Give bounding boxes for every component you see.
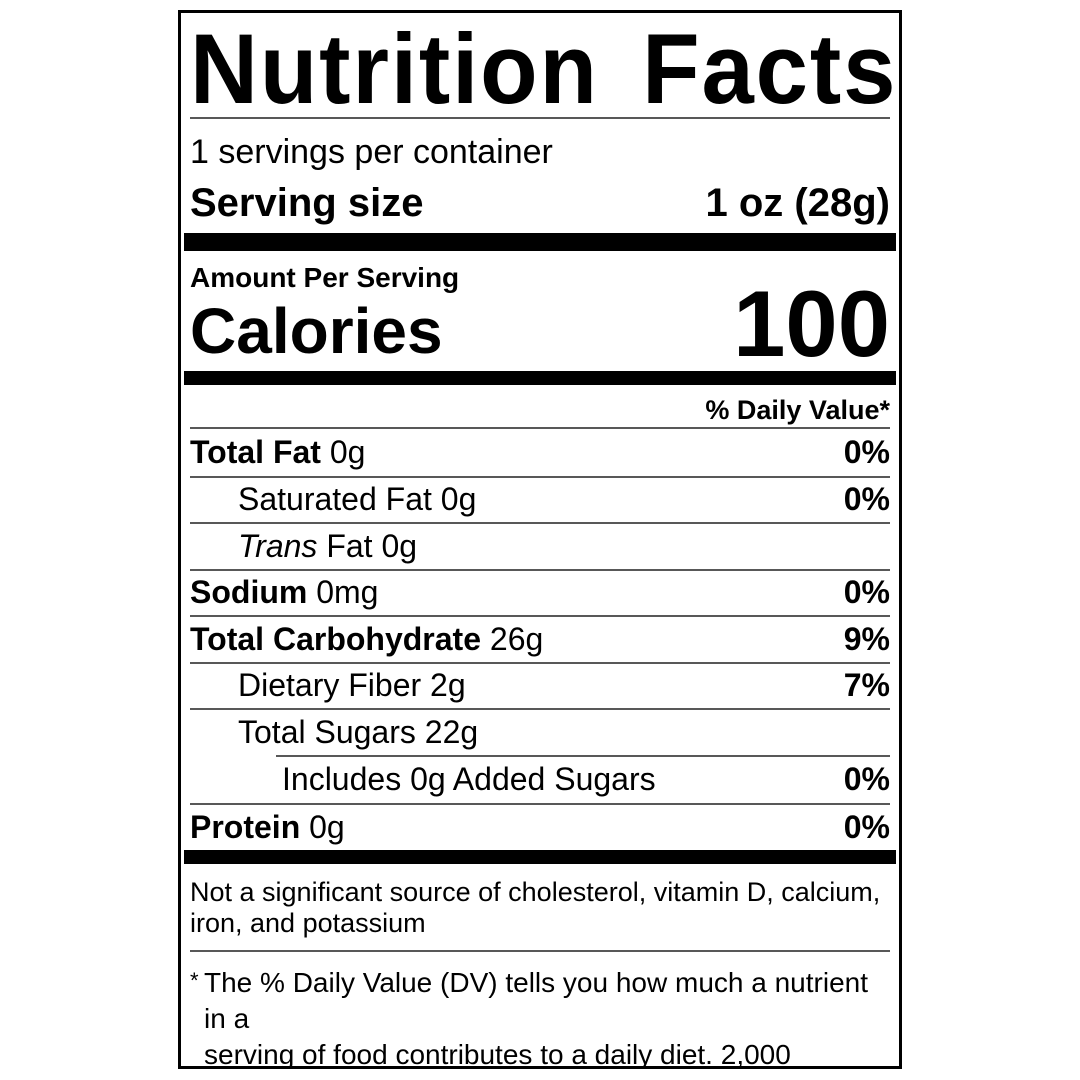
nutrient-row-total-carbohydrate: Total Carbohydrate 26g 9% bbox=[190, 615, 890, 662]
serving-size-value: 1 oz (28g) bbox=[705, 180, 890, 225]
servings-per-container: 1 servings per container bbox=[190, 133, 553, 171]
nutrient-row-saturated-fat: Saturated Fat 0g 0% bbox=[190, 475, 890, 523]
footnote-line: * The % Daily Value (DV) tells you how mu… bbox=[190, 963, 890, 1037]
nutrient-dv: 0% bbox=[843, 761, 890, 798]
footnote-divider bbox=[190, 949, 890, 952]
nutrient-row-sodium: Sodium 0mg 0% bbox=[190, 568, 890, 616]
nutrient-name: Dietary Fiber 2g bbox=[238, 667, 466, 704]
nutrient-dv: 0% bbox=[843, 433, 890, 470]
nutrient-name: Total Sugars 22g bbox=[238, 713, 479, 750]
calories-label: Calories bbox=[190, 295, 443, 367]
nutrient-dv: 0% bbox=[843, 481, 890, 518]
nutrient-dv: 0% bbox=[843, 574, 890, 611]
nutrition-facts-label: Nutrition Facts 1 servings per container… bbox=[178, 10, 902, 1069]
not-significant-line: iron, and potassium bbox=[190, 907, 426, 938]
indented-divider bbox=[276, 754, 890, 757]
calories-value: 100 bbox=[733, 271, 890, 376]
nutrient-dv: 9% bbox=[843, 620, 890, 657]
thick-divider-bar bbox=[184, 233, 896, 251]
nutrient-dv: 0% bbox=[843, 808, 890, 845]
nutrient-row-total-fat: Total Fat 0g 0% bbox=[190, 429, 890, 476]
not-significant-line: Not a significant source of cholesterol,… bbox=[190, 876, 881, 907]
daily-value-header: % Daily Value* bbox=[190, 385, 890, 429]
nutrient-name: Sodium 0mg bbox=[190, 574, 379, 611]
label-title: Nutrition Facts bbox=[190, 13, 898, 124]
nutrient-name: Trans Fat 0g bbox=[238, 527, 418, 564]
nutrient-row-protein: Protein 0g 0% bbox=[190, 803, 890, 850]
nutrient-row-trans-fat: Trans Fat 0g bbox=[190, 522, 890, 569]
nutrient-name: Saturated Fat 0g bbox=[238, 481, 477, 518]
nutrient-row-dietary-fiber: Dietary Fiber 2g 7% bbox=[190, 661, 890, 709]
label-title-block: Nutrition Facts bbox=[190, 13, 895, 119]
serving-size-label: Serving size bbox=[190, 180, 424, 225]
nutrient-name: Includes 0g Added Sugars bbox=[282, 761, 656, 798]
amount-per-serving-label: Amount Per Serving bbox=[190, 262, 460, 293]
thick-divider-bar bbox=[184, 849, 896, 864]
daily-value-footnote: * The % Daily Value (DV) tells you how mu… bbox=[190, 952, 890, 1069]
nutrient-name: Total Fat 0g bbox=[190, 433, 366, 470]
calories-row: Calories 100 bbox=[190, 277, 890, 371]
nutrient-name: Protein 0g bbox=[190, 808, 345, 845]
serving-size-row: Serving size 1 oz (28g) bbox=[190, 173, 890, 233]
not-significant-note: Not a significant source of cholesterol,… bbox=[190, 864, 890, 941]
nutrient-dv: 7% bbox=[843, 667, 890, 704]
nutrient-row-added-sugars: Includes 0g Added Sugars 0% bbox=[190, 757, 890, 804]
footnote-line: serving of food contributes to a daily d… bbox=[204, 1038, 791, 1069]
footnote-asterisk: * bbox=[190, 967, 199, 993]
nutrient-name: Total Carbohydrate 26g bbox=[190, 620, 544, 657]
nutrient-row-total-sugars: Total Sugars 22g bbox=[190, 708, 890, 755]
thick-divider-bar bbox=[184, 371, 896, 385]
